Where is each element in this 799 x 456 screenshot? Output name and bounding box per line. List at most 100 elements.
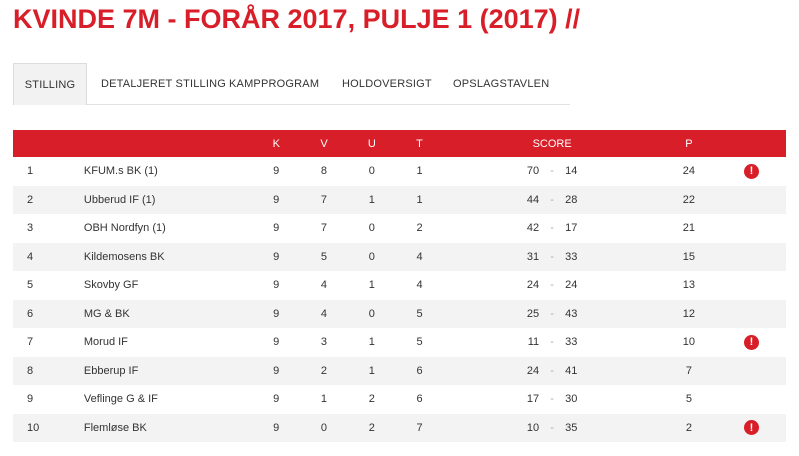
rank-cell: 4 [13,242,84,271]
table-row[interactable]: 8 Ebberup IF 9 2 1 6 24-41 7 [13,356,786,385]
team-name[interactable]: Morud IF [83,336,128,349]
matches-cell: 9 [273,393,280,406]
goals-against: 33 [565,336,578,349]
points-cell: 21 [682,222,696,235]
draws-cell: 0 [368,222,375,235]
goals-for: 44 [526,193,540,206]
goals-against: 17 [565,222,578,235]
table-header-row: K V U T SCORE P [13,130,786,157]
score-separator: - [550,336,554,349]
header-flag [716,130,786,157]
draws-cell: 2 [347,413,396,442]
draws-cell: 1 [347,185,396,214]
losses-cell: 4 [416,279,423,292]
score-cell: 42-17 [443,214,661,243]
goals-against: 28 [565,193,578,206]
table-row[interactable]: 4 Kildemosens BK 9 5 0 4 31-33 15 [13,242,786,271]
flag-cell: ! [717,157,786,186]
draws-cell: 1 [368,336,375,349]
score-separator: - [550,165,554,178]
rank-cell: 5 [27,279,34,292]
team-name[interactable]: Veflinge G & IF [83,393,158,406]
alert-icon[interactable]: ! [743,163,759,179]
losses-cell: 6 [416,393,423,406]
wins-cell: 2 [300,356,348,385]
matches-cell: 9 [252,185,301,214]
draws-cell: 0 [368,165,375,178]
header-rank [13,130,84,157]
wins-cell: 3 [320,336,328,349]
goals-for: 11 [527,336,540,349]
matches-cell: 9 [252,242,301,271]
points-cell: 5 [685,393,692,406]
goals-against: 24 [565,279,578,292]
flag-cell: ! [717,328,786,357]
table-row[interactable]: 2 Ubberud IF (1) 9 7 1 1 44-28 22 [13,185,786,214]
wins-cell: 7 [300,185,348,214]
alert-icon[interactable]: ! [743,334,759,350]
matches-cell: 9 [252,299,301,328]
score-separator: - [550,250,554,263]
team-name[interactable]: OBH Nordfyn (1) [83,222,166,235]
header-score: SCORE [443,130,661,157]
matches-cell: 9 [252,413,301,442]
points-cell: 15 [660,242,717,271]
tab-detaljeret-stilling[interactable]: DETALJERET STILLING [101,77,227,90]
losses-cell: 5 [416,336,423,349]
team-name[interactable]: Skovby GF [83,279,139,292]
wins-cell: 1 [320,393,328,406]
table-row[interactable]: 1 KFUM.s BK (1) 9 8 0 1 70-14 24! [13,157,786,186]
score-cell: 70-14 [443,157,661,186]
goals-for: 70 [526,165,540,178]
score-cell: 25-43 [443,299,661,328]
points-cell: 12 [660,299,717,328]
tab-holdoversigt[interactable]: HOLDOVERSIGT [342,77,432,90]
tab-opslagstavlen[interactable]: OPSLAGSTAVLEN [453,77,550,90]
goals-against: 14 [565,165,578,178]
team-name[interactable]: MG & BK [83,299,253,328]
losses-cell: 5 [395,299,444,328]
rank-cell: 2 [13,185,84,214]
draws-cell: 0 [347,299,396,328]
goals-against: 33 [565,250,578,263]
draws-cell: 1 [347,356,396,385]
header-p: P [660,130,717,157]
goals-for: 24 [526,279,540,292]
team-name[interactable]: Kildemosens BK [83,242,253,271]
goals-for: 42 [526,222,540,235]
goals-against: 30 [565,393,578,406]
standings-table: K V U T SCORE P 1 KFUM.s BK (1) 9 8 0 1 70-14 2… [13,130,786,442]
draws-cell: 0 [347,242,396,271]
goals-for: 24 [526,364,540,377]
wins-cell: 8 [320,165,328,178]
table-row[interactable]: 6 MG & BK 9 4 0 5 25-43 12 [13,299,786,328]
matches-cell: 9 [273,222,280,235]
table-row[interactable]: 7 Morud IF 9 3 1 5 11-33 10! [13,328,786,357]
tab-stilling[interactable]: STILLING [13,63,87,105]
score-separator: - [550,307,554,320]
team-name[interactable]: Ubberud IF (1) [83,185,253,214]
table-row[interactable]: 5 Skovby GF 9 4 1 4 24-24 13 [13,271,786,300]
team-name[interactable]: KFUM.s BK (1) [83,165,158,178]
goals-for: 31 [526,250,540,263]
tab-kampprogram[interactable]: KAMPPROGRAM [229,77,320,90]
table-row[interactable]: 9 Veflinge G & IF 9 1 2 6 17-30 5 [13,385,786,414]
table-row[interactable]: 10 Flemløse BK 9 0 2 7 10-35 2! [13,413,786,442]
table-row[interactable]: 3 OBH Nordfyn (1) 9 7 0 2 42-17 21 [13,214,786,243]
points-cell: 22 [660,185,717,214]
wins-cell: 4 [320,279,328,292]
score-separator: - [550,222,554,235]
goals-for: 10 [526,421,540,434]
alert-icon[interactable]: ! [743,420,759,436]
score-cell: 24-24 [443,271,661,300]
points-cell: 7 [660,356,717,385]
rank-cell: 3 [27,222,34,235]
losses-cell: 7 [395,413,444,442]
score-cell: 44-28 [443,185,661,214]
team-name[interactable]: Ebberup IF [83,356,253,385]
goals-for: 25 [526,307,540,320]
team-name[interactable]: Flemløse BK [83,413,253,442]
points-cell: 10 [682,336,696,349]
wins-cell: 7 [320,222,328,235]
losses-cell: 2 [416,222,423,235]
